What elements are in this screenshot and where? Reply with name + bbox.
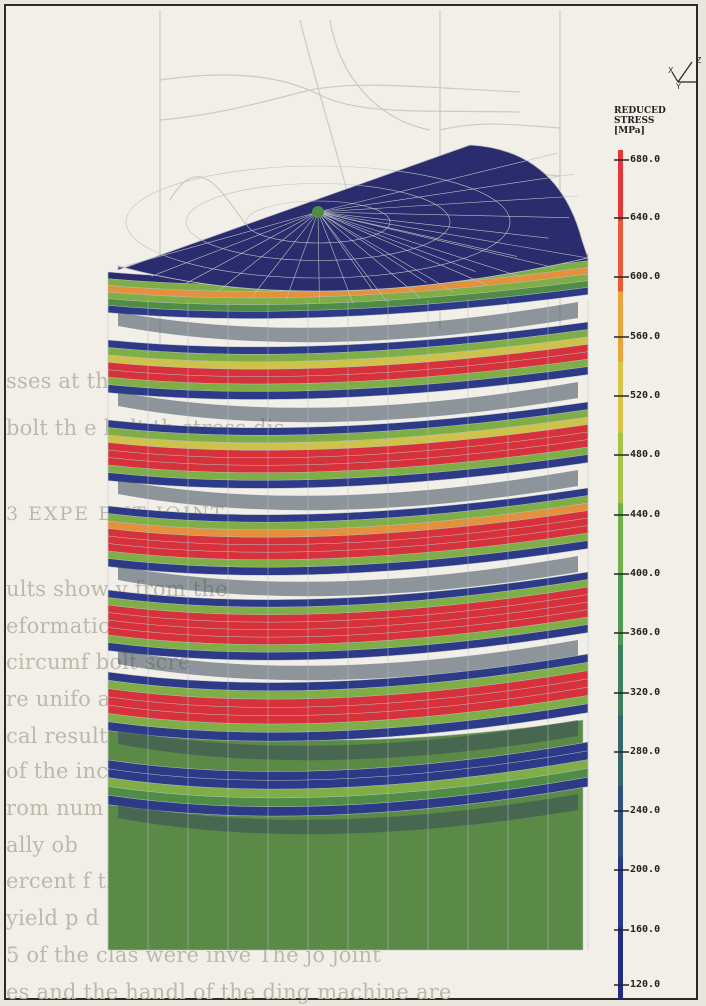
color-scale-segment bbox=[618, 150, 623, 222]
color-scale-tick-label: 680.0 bbox=[630, 154, 661, 165]
color-scale-segment bbox=[618, 786, 623, 858]
cap-radial-mesh-line bbox=[317, 211, 589, 259]
color-scale-tick-label: 280.0 bbox=[630, 746, 661, 757]
cap-radial-mesh-line bbox=[185, 211, 319, 285]
color-scale-tick-label: 240.0 bbox=[630, 805, 661, 816]
color-scale-segment bbox=[618, 503, 623, 575]
cap-radial-mesh-line bbox=[317, 211, 387, 302]
color-scale-tick-label: 320.0 bbox=[630, 687, 661, 698]
cap-ring-mesh bbox=[245, 200, 391, 244]
color-scale-segment bbox=[618, 362, 623, 434]
background-text-line: ally ob bbox=[6, 833, 78, 857]
axis-label-y: Y bbox=[676, 82, 681, 91]
cap-ring-mesh bbox=[125, 165, 511, 279]
cap-radial-mesh-line bbox=[317, 211, 354, 304]
axis-label-z: Z bbox=[696, 56, 702, 65]
cap-radial-mesh-line bbox=[317, 211, 570, 219]
thread-groove-shadow bbox=[118, 640, 578, 681]
cap-radial-mesh-line bbox=[252, 211, 319, 297]
cap-radial-mesh-line bbox=[317, 211, 555, 268]
color-scale-segment bbox=[618, 644, 623, 717]
cap-radial-mesh-line bbox=[317, 211, 517, 257]
cap-radial-mesh-line bbox=[317, 211, 427, 284]
color-scale-segment bbox=[618, 574, 623, 646]
cap-radial-mesh-line bbox=[317, 211, 320, 303]
color-scale-tick-label: 160.0 bbox=[630, 924, 661, 935]
cap-radial-mesh-line bbox=[317, 195, 578, 213]
color-scale-tick-label: 400.0 bbox=[630, 568, 661, 579]
thread-groove-shadow bbox=[118, 794, 578, 835]
color-scale-segment bbox=[618, 856, 623, 929]
color-scale-segment bbox=[618, 220, 623, 293]
cap-radial-mesh-line bbox=[317, 211, 549, 239]
cap-radial-mesh-line bbox=[317, 211, 476, 272]
cap-radial-mesh-line bbox=[317, 152, 558, 213]
color-scale-tick-label: 600.0 bbox=[630, 271, 661, 282]
color-scale-title-line: REDUCED bbox=[614, 106, 666, 116]
color-scale-tick-label: 560.0 bbox=[630, 331, 661, 342]
thread-groove-shadow bbox=[118, 302, 578, 343]
cap-radial-mesh-line bbox=[317, 211, 421, 298]
cap-ring-mesh bbox=[185, 183, 451, 261]
thread-groove-shadow bbox=[118, 470, 578, 511]
cap-center-node bbox=[312, 206, 324, 218]
cap-radial-mesh-line bbox=[117, 211, 319, 269]
color-scale-tick-label: 360.0 bbox=[630, 627, 661, 638]
coordinate-axes bbox=[671, 61, 698, 83]
cap-radial-mesh-line bbox=[317, 211, 521, 278]
color-scale-segment bbox=[618, 927, 623, 999]
color-scale-tick-label: 120.0 bbox=[630, 979, 661, 990]
color-scale-tick-label: 440.0 bbox=[630, 509, 661, 520]
cap-radial-mesh-line bbox=[285, 211, 319, 301]
color-scale-title-line: STRESS bbox=[614, 116, 655, 126]
cap-radial-mesh-line bbox=[218, 211, 319, 292]
color-scale-bar bbox=[614, 150, 629, 999]
color-scale-tick-label: 480.0 bbox=[630, 449, 661, 460]
color-scale-title-line: [MPa] bbox=[614, 126, 645, 136]
color-scale-segment bbox=[618, 291, 623, 363]
background-text-line: es and the handl of the ding machine are bbox=[6, 980, 452, 1004]
color-scale-tick-label: 520.0 bbox=[630, 390, 661, 401]
thread-groove-shadow bbox=[118, 720, 578, 761]
color-scale-tick-label: 200.0 bbox=[630, 864, 661, 875]
thread-groove-shadow bbox=[118, 382, 578, 423]
color-scale-title: REDUCED STRESS [MPa] bbox=[614, 106, 684, 136]
axis-label-x: X bbox=[668, 66, 674, 75]
cap-radial-mesh-line bbox=[317, 211, 454, 293]
color-scale-segment bbox=[618, 432, 623, 505]
cap-radial-mesh-line bbox=[317, 173, 574, 213]
cap-radial-mesh-line bbox=[151, 211, 319, 277]
background-text-line: yield p d bbox=[6, 906, 100, 930]
color-scale-segment bbox=[618, 715, 623, 787]
thread-groove-shadow bbox=[118, 556, 578, 597]
color-scale-tick-label: 640.0 bbox=[630, 212, 661, 223]
cap-radial-mesh-line bbox=[317, 211, 488, 286]
